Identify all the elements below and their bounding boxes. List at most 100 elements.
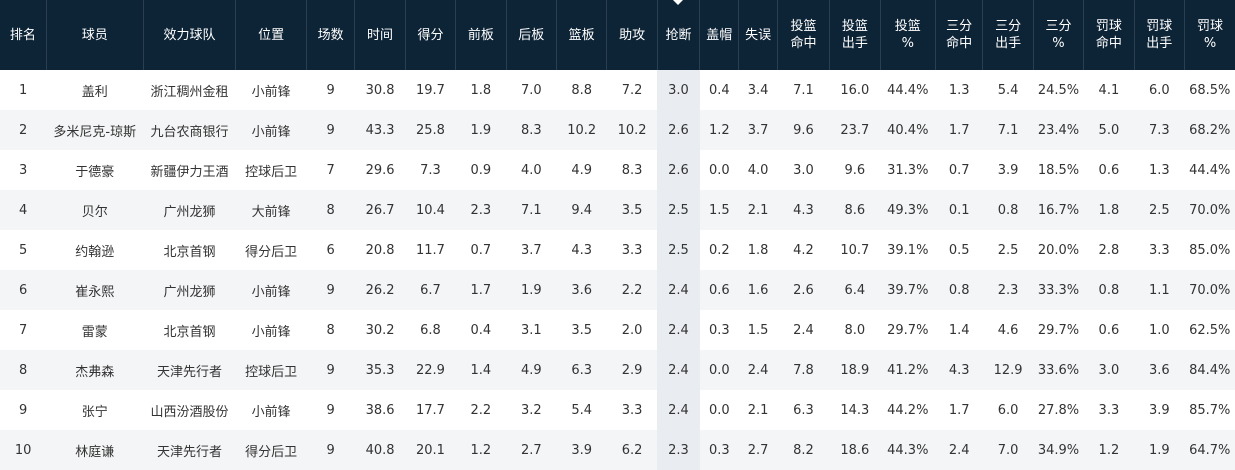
column-header[interactable]: 盖帽: [699, 0, 740, 70]
table-cell: 3.9: [997, 162, 1019, 178]
table-cell: 3.6: [1134, 350, 1185, 390]
table-cell: 3.5: [571, 322, 593, 338]
table-cell: 1.3: [1148, 162, 1170, 178]
table-cell: 44.3%: [880, 430, 936, 470]
table-cell: 19.7: [415, 82, 445, 98]
table-cell: 1.7: [948, 402, 970, 418]
table-cell: 2.4: [738, 350, 778, 390]
table-cell: 9.6: [844, 162, 866, 178]
table-cell: 2.7: [738, 430, 778, 470]
table-cell: 9: [306, 430, 355, 470]
table-cell: 0.6: [1098, 322, 1120, 338]
player-name-cell[interactable]: 盖利: [81, 84, 108, 100]
column-header[interactable]: 三分 命中: [935, 0, 984, 70]
column-header[interactable]: 时间: [354, 0, 406, 70]
table-cell: 10.2: [556, 110, 607, 150]
table-cell: 0.0: [699, 350, 739, 390]
table-cell: 3.0: [793, 162, 814, 178]
column-header[interactable]: 三分 出手: [982, 0, 1034, 70]
column-header[interactable]: 效力球队: [143, 0, 237, 70]
column-header[interactable]: 抢断: [657, 0, 701, 70]
table-cell: 11.7: [415, 242, 445, 258]
table-cell: 山西汾酒股份: [150, 404, 229, 420]
table-cell: 0.3: [699, 430, 739, 470]
table-cell: 3.4: [747, 82, 769, 98]
table-cell: 39.1%: [887, 242, 929, 258]
player-name-cell[interactable]: 崔永熙: [46, 270, 144, 310]
table-cell: 44.4%: [1189, 162, 1231, 178]
table-cell: 7.1: [982, 110, 1034, 150]
column-header[interactable]: 位置: [235, 0, 307, 70]
table-cell: 30.2: [365, 322, 395, 338]
column-header[interactable]: 前板: [455, 0, 507, 70]
table-cell: 18.5%: [1037, 162, 1080, 178]
table-cell: 小前锋: [251, 84, 291, 100]
table-cell: 10: [0, 430, 47, 470]
column-header[interactable]: 排名: [0, 0, 47, 70]
player-name-cell[interactable]: 多米尼克-琼斯: [46, 110, 144, 150]
table-cell: 24.5%: [1037, 82, 1080, 98]
table-cell: 0.4: [470, 322, 492, 338]
table-cell: 广州龙狮: [143, 270, 236, 310]
table-cell: 9: [326, 402, 335, 418]
column-header-label: 得分: [417, 27, 444, 43]
table-cell: 20.1: [405, 430, 456, 470]
column-header[interactable]: 失误: [738, 0, 778, 70]
player-name-cell[interactable]: 林庭谦: [46, 430, 144, 470]
column-header-label: 抢断: [665, 27, 692, 43]
column-header[interactable]: 罚球 出手: [1134, 0, 1186, 70]
table-cell: 7.8: [777, 350, 830, 390]
table-cell: 18.9: [829, 350, 881, 390]
column-header[interactable]: 投篮 出手: [829, 0, 881, 70]
table-cell: 68.2%: [1184, 110, 1235, 150]
player-name-cell[interactable]: 于德豪: [75, 164, 115, 180]
column-header-label: 前板: [467, 27, 494, 43]
table-cell: 1.4: [948, 322, 970, 338]
column-header[interactable]: 罚球%: [1184, 0, 1235, 70]
player-name-cell[interactable]: 张宁: [81, 404, 108, 420]
table-cell: 8.3: [621, 162, 643, 178]
table-cell: 2.5: [657, 230, 700, 270]
table-cell: 44.2%: [887, 402, 929, 418]
table-cell: 1.4: [455, 350, 507, 390]
player-name-cell[interactable]: 约翰逊: [75, 244, 115, 260]
table-cell: 3.3: [621, 242, 643, 258]
table-cell: 1.3: [948, 82, 970, 98]
column-header[interactable]: 篮板: [556, 0, 608, 70]
column-header[interactable]: 场数: [306, 0, 356, 70]
column-header-label: 投篮: [790, 19, 817, 34]
table-row: 3 于德豪 新疆伊力王酒 控球后卫 7 29.6 7.3 0.9 4.0 4.9 8.3 2.6 0.0…: [0, 150, 1235, 190]
column-header[interactable]: 球员: [46, 0, 144, 70]
table-cell: 29.6: [365, 162, 395, 178]
column-header[interactable]: 投篮 命中: [777, 0, 831, 70]
table-cell: 3.1: [520, 322, 542, 338]
player-name-cell[interactable]: 贝尔: [46, 190, 144, 230]
column-header-label: 位置: [258, 27, 285, 43]
column-header[interactable]: 投篮%: [880, 0, 937, 70]
table-cell: 天津先行者: [143, 430, 236, 470]
column-header[interactable]: 得分: [405, 0, 457, 70]
table-cell: 38.6: [365, 402, 395, 418]
table-cell: 2.8: [1098, 242, 1120, 258]
column-header-label: 命中: [1095, 36, 1122, 51]
table-cell: 40.4%: [880, 110, 936, 150]
table-cell: 4.3: [935, 350, 983, 390]
table-cell: 小前锋: [235, 110, 307, 150]
column-header[interactable]: 罚球 命中: [1083, 0, 1135, 70]
table-cell: 3.0: [1083, 350, 1135, 390]
column-header[interactable]: 助攻: [606, 0, 658, 70]
player-name-cell[interactable]: 雷蒙: [81, 324, 108, 340]
table-row: 9 张宁 山西汾酒股份 小前锋 9 38.6 17.7 2.2 3.2 5.4 3.3 2.4 0.0 2…: [0, 390, 1235, 430]
table-cell: 4.3: [571, 242, 593, 258]
column-header[interactable]: 后板: [506, 0, 557, 70]
table-cell: 0.2: [708, 242, 730, 258]
table-cell: 64.7%: [1184, 430, 1235, 470]
table-cell: 85.7%: [1189, 402, 1231, 418]
table-row: 1 盖利 浙江稠州金租 小前锋 9 30.8 19.7 1.8 7.0 8.8 7.2 3.0 0.4 3…: [0, 70, 1235, 110]
column-header-label: 出手: [1146, 36, 1173, 51]
table-cell: 27.8%: [1037, 402, 1080, 418]
column-header[interactable]: 三分%: [1033, 0, 1085, 70]
table-cell: 8: [306, 190, 355, 230]
table-header-row: 排名 球员 效力球队 位置 场数 时间 得分 前板 后板 篮板 助攻 抢断 盖帽 失误 投篮 命中 投篮 出手 投篮…: [0, 0, 1235, 70]
player-name-cell[interactable]: 杰弗森: [46, 350, 144, 390]
